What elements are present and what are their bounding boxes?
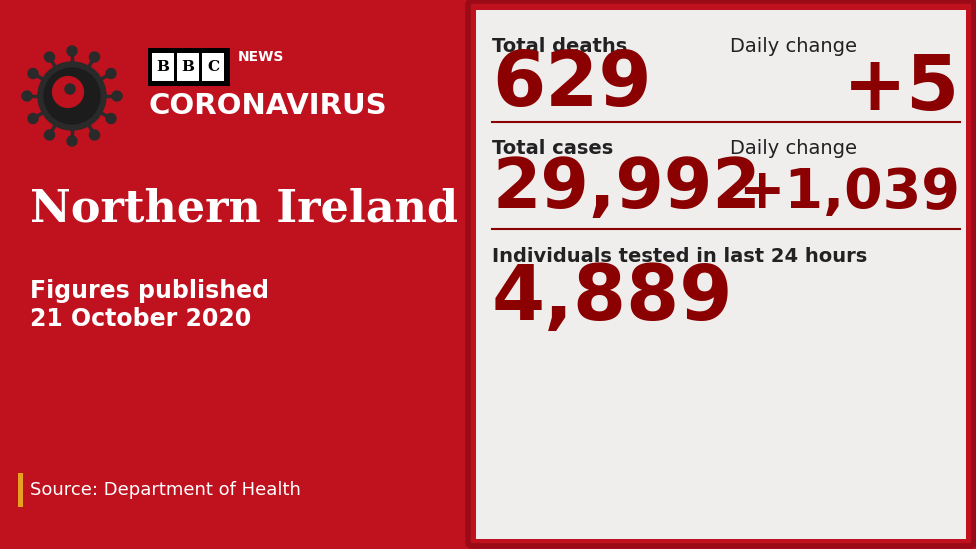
Circle shape xyxy=(90,52,100,62)
Text: Source: Department of Health: Source: Department of Health xyxy=(30,481,301,499)
Text: Daily change: Daily change xyxy=(730,139,857,159)
Circle shape xyxy=(28,114,38,124)
Text: Total cases: Total cases xyxy=(492,139,613,159)
Text: 629: 629 xyxy=(492,48,652,122)
Circle shape xyxy=(112,91,122,101)
Text: C: C xyxy=(207,60,219,74)
Text: Northern Ireland: Northern Ireland xyxy=(30,188,458,231)
Circle shape xyxy=(90,130,100,140)
Text: NEWS: NEWS xyxy=(238,50,284,64)
Circle shape xyxy=(53,77,83,108)
Circle shape xyxy=(28,69,38,79)
Circle shape xyxy=(67,136,77,146)
Text: Total deaths: Total deaths xyxy=(492,37,628,57)
Text: Daily change: Daily change xyxy=(730,37,857,57)
Text: CORONAVIRUS: CORONAVIRUS xyxy=(148,92,386,120)
Text: 21 October 2020: 21 October 2020 xyxy=(30,307,251,331)
Circle shape xyxy=(44,68,100,124)
Bar xyxy=(18,473,23,507)
Text: B: B xyxy=(182,60,194,74)
Bar xyxy=(148,48,230,86)
Circle shape xyxy=(65,84,75,94)
Bar xyxy=(202,53,224,81)
Circle shape xyxy=(38,62,106,130)
Text: 29,992: 29,992 xyxy=(492,155,760,222)
Text: +1,039: +1,039 xyxy=(738,166,960,220)
Bar xyxy=(152,53,174,81)
Bar xyxy=(177,53,199,81)
Circle shape xyxy=(45,130,55,140)
Text: +5: +5 xyxy=(842,52,960,126)
Circle shape xyxy=(67,46,77,56)
Text: B: B xyxy=(156,60,170,74)
Text: 4,889: 4,889 xyxy=(492,262,734,336)
Circle shape xyxy=(106,69,116,79)
Circle shape xyxy=(22,91,32,101)
FancyBboxPatch shape xyxy=(476,10,966,539)
Circle shape xyxy=(45,52,55,62)
Text: Figures published: Figures published xyxy=(30,279,269,303)
Circle shape xyxy=(106,114,116,124)
Bar xyxy=(0,0,470,549)
Text: Individuals tested in last 24 hours: Individuals tested in last 24 hours xyxy=(492,248,868,266)
